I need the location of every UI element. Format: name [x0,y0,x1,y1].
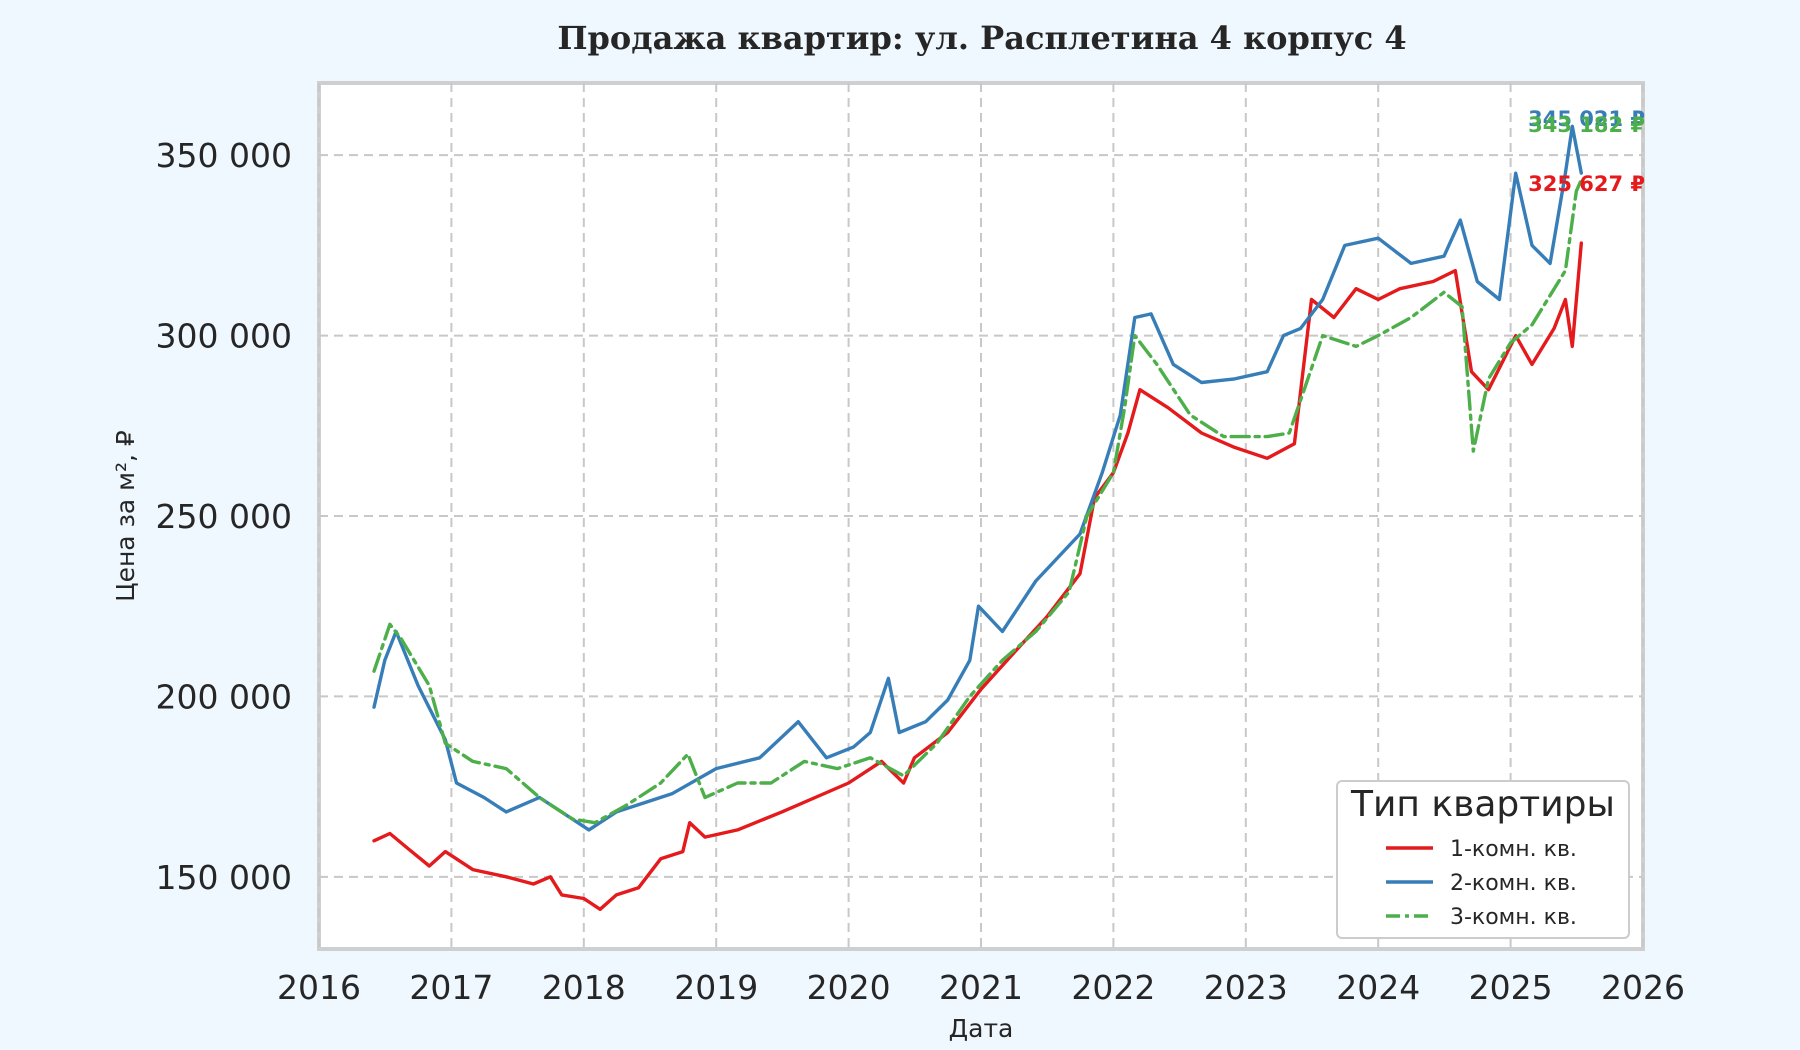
x-axis-label: Дата [949,1014,1014,1043]
series-line [372,241,1583,911]
chart-title: Продажа квартир: ул. Расплетина 4 корпус… [557,19,1406,57]
legend-label: 2-комн. кв. [1450,871,1577,896]
x-tick-label: 2024 [1336,968,1420,1007]
y-tick-label: 350 000 [156,136,292,175]
legend: Тип квартиры 1-комн. кв. 2-комн. кв. 3-ком… [1336,780,1630,939]
y-tick-label: 200 000 [156,677,292,716]
x-tick-label: 2017 [409,968,493,1007]
x-tick-label: 2020 [807,968,891,1007]
y-axis-label: Цена за м², ₽ [111,430,140,602]
legend-box [1336,780,1630,939]
legend-items: 1-комн. кв. 2-комн. кв. 3-комн. кв. [1386,837,1577,930]
x-tick-label: 2018 [542,968,626,1007]
x-tick-label: 2022 [1071,968,1155,1007]
series-end-label: 343 182 ₽ [1528,113,1645,137]
x-tick-label: 2019 [674,968,758,1007]
x-tick-label: 2016 [277,968,361,1007]
y-tick-label: 300 000 [156,317,292,356]
series-end-label: 345 021 ₽ [1528,107,1645,131]
x-tick-label: 2021 [939,968,1023,1007]
end-labels: 345 021 ₽343 182 ₽ 325 627 ₽ [1528,107,1645,196]
legend-label: 1-комн. кв. [1450,837,1577,862]
x-tick-label: 2025 [1469,968,1553,1007]
axis-ticks: 2016 2017 2018 2019 2020 2021 2022 2023 2024 2025… [156,136,1685,1007]
y-tick-label: 150 000 [156,858,292,897]
x-tick-label: 2023 [1204,968,1288,1007]
x-tick-label: 2026 [1601,968,1685,1007]
series-line [372,178,1583,825]
y-tick-label: 250 000 [156,497,292,536]
series-end-label: 325 627 ₽ [1528,172,1645,196]
series-lines [372,124,1583,911]
legend-label: 3-комн. кв. [1450,905,1577,930]
legend-title: Тип квартиры [1350,784,1615,825]
